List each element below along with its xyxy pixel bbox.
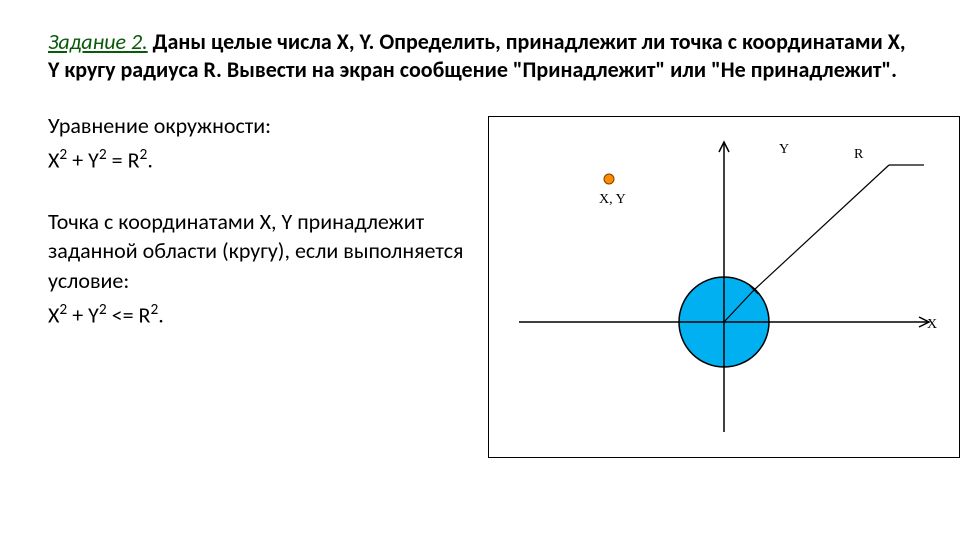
label-xy: X, Y bbox=[599, 192, 626, 208]
condition-label: Точка с координатами X, Y принадлежит за… bbox=[48, 207, 468, 296]
columns: Уравнение окружности: X2 + Y2 = R2. Точк… bbox=[48, 111, 912, 334]
condition: X2 + Y2 <= R2. bbox=[48, 300, 468, 330]
label-y: Y bbox=[779, 142, 789, 158]
label-x: X bbox=[927, 317, 937, 333]
plot-frame: Y R X, Y X bbox=[488, 116, 960, 458]
label-r: R bbox=[854, 147, 863, 163]
right-column: Y R X, Y X bbox=[468, 111, 912, 334]
equation-label: Уравнение окружности: bbox=[48, 111, 468, 141]
task-title: Задание 2. Даны целые числа X, Y. Опреде… bbox=[48, 28, 912, 83]
task-text: Даны целые числа X, Y. Определить, прина… bbox=[48, 28, 906, 83]
task-lead: Задание 2. bbox=[48, 28, 148, 55]
equation: X2 + Y2 = R2. bbox=[48, 145, 468, 175]
plot-svg bbox=[489, 117, 959, 457]
left-column: Уравнение окружности: X2 + Y2 = R2. Точк… bbox=[48, 111, 468, 334]
page: Задание 2. Даны целые числа X, Y. Опреде… bbox=[0, 0, 960, 540]
